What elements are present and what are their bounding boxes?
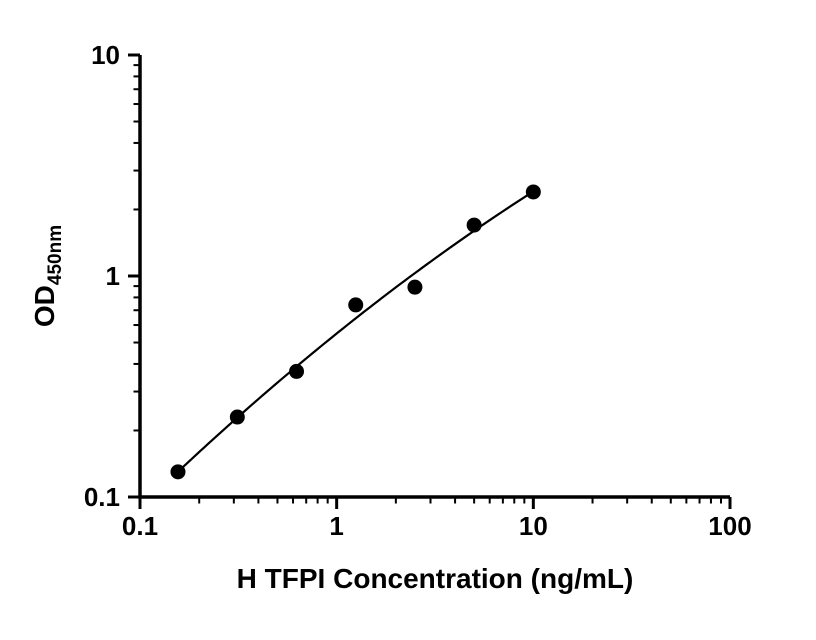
x-tick-label: 0.1 <box>122 511 158 541</box>
y-tick-label: 0.1 <box>84 482 120 512</box>
y-axis-title-main: OD <box>29 285 60 327</box>
x-axis-title: H TFPI Concentration (ng/mL) <box>237 563 634 594</box>
x-tick-label: 10 <box>519 511 548 541</box>
data-point <box>229 409 245 425</box>
data-point <box>525 184 541 200</box>
data-point <box>289 363 305 379</box>
fit-curve <box>176 190 535 473</box>
x-tick-label: 100 <box>708 511 751 541</box>
y-axis-title-subscript: 450nm <box>45 225 66 285</box>
axis-spine <box>138 55 730 499</box>
x-tick-label: 1 <box>329 511 343 541</box>
data-point <box>407 279 423 295</box>
data-point <box>466 217 482 233</box>
y-tick-label: 1 <box>106 261 120 291</box>
data-point <box>348 297 364 313</box>
y-axis-title: OD450nm <box>29 225 66 327</box>
plot-layer: 0.1 1 10 100 0.1 1 10 <box>84 40 752 541</box>
y-tick-label: 10 <box>91 40 120 70</box>
data-point <box>170 464 186 480</box>
